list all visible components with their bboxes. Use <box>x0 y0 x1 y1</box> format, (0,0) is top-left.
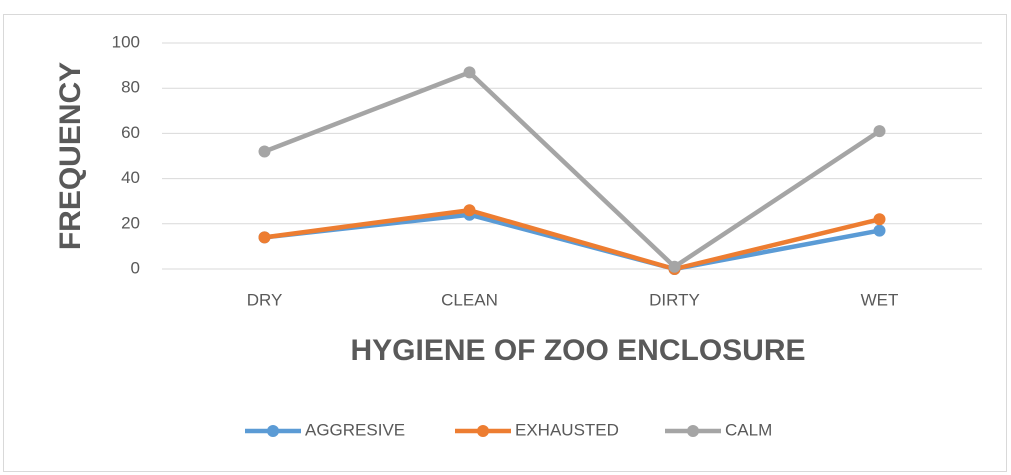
data-point <box>873 213 886 226</box>
x-tick-label: CLEAN <box>441 290 498 309</box>
chart-frame <box>3 14 1007 472</box>
legend-marker <box>267 425 279 437</box>
y-tick-label: 80 <box>121 78 140 97</box>
series-line <box>263 70 881 269</box>
data-point <box>258 231 271 244</box>
legend-label: EXHAUSTED <box>515 420 619 439</box>
data-point <box>873 125 886 138</box>
x-tick-label: WET <box>861 290 899 309</box>
data-point <box>463 204 476 217</box>
data-point <box>873 224 886 237</box>
x-tick-label: DRY <box>247 290 283 309</box>
x-tick-label: DIRTY <box>649 290 700 309</box>
legend-label: AGGRESIVE <box>305 420 405 439</box>
data-point <box>258 145 271 158</box>
data-point <box>463 66 476 79</box>
series-line <box>264 207 881 272</box>
data-point <box>668 260 681 273</box>
y-tick-label: 60 <box>121 123 140 142</box>
legend-marker <box>687 425 699 437</box>
y-tick-label: 0 <box>131 258 140 277</box>
x-axis-label: HYGIENE OF ZOO ENCLOSURE <box>350 334 805 367</box>
legend-marker <box>477 425 489 437</box>
y-axis-label: FREQUENCY <box>54 62 87 250</box>
legend-label: CALM <box>725 420 772 439</box>
y-tick-label: 100 <box>112 32 140 51</box>
y-tick-label: 20 <box>121 213 140 232</box>
y-tick-label: 40 <box>121 168 140 187</box>
